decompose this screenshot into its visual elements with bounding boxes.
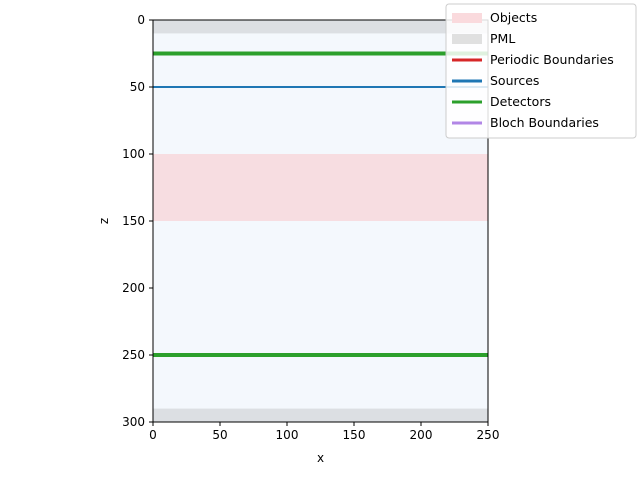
y-tick-label: 0 xyxy=(137,13,145,27)
y-tick-label: 200 xyxy=(122,281,145,295)
x-axis-ticks: 0 50 100 150 200 250 xyxy=(149,422,499,442)
x-tick-label: 150 xyxy=(343,428,366,442)
x-axis-label: x xyxy=(317,451,324,465)
line-layer xyxy=(153,51,488,357)
y-tick-label: 150 xyxy=(122,214,145,228)
legend-box xyxy=(445,3,637,139)
x-tick-label: 0 xyxy=(149,428,157,442)
legend-label-sources: Sources xyxy=(490,73,539,88)
legend-swatch-pml xyxy=(452,34,482,44)
legend: Objects PML Periodic Boundaries Sources Dete… xyxy=(445,3,637,139)
x-tick-label: 250 xyxy=(477,428,500,442)
y-axis-ticks: 0 50 100 150 200 250 300 xyxy=(122,13,153,429)
y-tick-label: 100 xyxy=(122,147,145,161)
x-tick-label: 50 xyxy=(212,428,227,442)
x-tick-label: 100 xyxy=(276,428,299,442)
y-tick-label: 250 xyxy=(122,348,145,362)
objects-region-1 xyxy=(153,154,488,221)
y-axis-label: z xyxy=(97,218,111,224)
legend-label-pml: PML xyxy=(490,31,515,46)
legend-label-periodic-boundaries: Periodic Boundaries xyxy=(490,52,614,67)
pml-region-2 xyxy=(153,408,488,422)
pml-region-0 xyxy=(153,20,488,34)
legend-swatch-objects xyxy=(452,13,482,23)
legend-label-objects: Objects xyxy=(490,10,537,25)
legend-label-bloch-boundaries: Bloch Boundaries xyxy=(490,115,599,130)
region-layer xyxy=(153,20,488,422)
legend-label-detectors: Detectors xyxy=(490,94,551,109)
x-tick-label: 200 xyxy=(410,428,433,442)
y-tick-label: 300 xyxy=(122,415,145,429)
y-tick-label: 50 xyxy=(130,80,145,94)
